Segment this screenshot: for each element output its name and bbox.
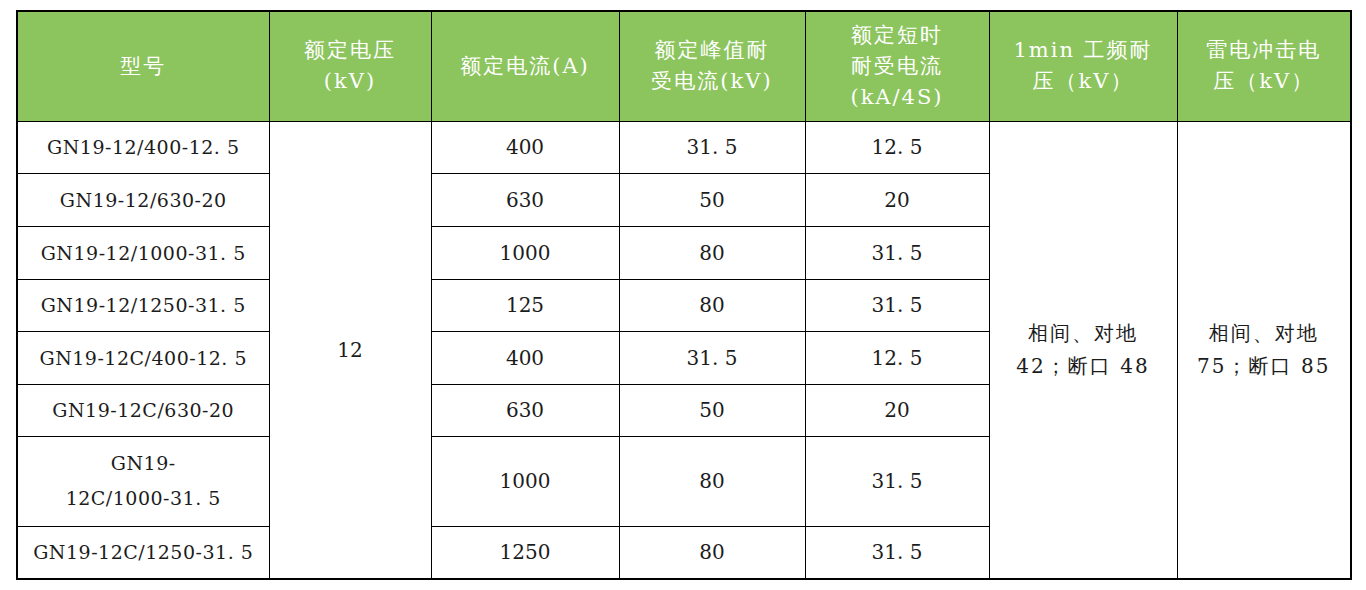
cell-current: 400 [431, 121, 619, 173]
cell-short: 20 [805, 173, 989, 226]
header-cell-rated-current: 额定电流(A) [431, 11, 619, 121]
cell-current: 1000 [431, 436, 619, 526]
cell-power-frequency-merged: 相间、对地 42；断口 48 [989, 121, 1177, 579]
table-row: GN19-12/400-12. 5 12 400 31. 5 12. 5 相间、… [17, 121, 1351, 173]
header-cell-rated-voltage: 额定电压 (kV) [269, 11, 431, 121]
cell-model: GN19-12C/1250-31. 5 [17, 526, 269, 579]
cell-short: 31. 5 [805, 226, 989, 279]
cell-peak: 80 [619, 436, 805, 526]
document-page: 型号 额定电压 (kV) 额定电流(A) 额定峰值耐 受电流(kV) 额定短时 … [0, 0, 1366, 590]
cell-current: 630 [431, 384, 619, 436]
cell-model: GN19-12/630-20 [17, 173, 269, 226]
cell-model: GN19-12/400-12. 5 [17, 121, 269, 173]
cell-short: 12. 5 [805, 331, 989, 384]
cell-short: 12. 5 [805, 121, 989, 173]
cell-current: 400 [431, 331, 619, 384]
cell-current: 1000 [431, 226, 619, 279]
cell-current: 630 [431, 173, 619, 226]
cell-short: 31. 5 [805, 279, 989, 331]
cell-peak: 80 [619, 279, 805, 331]
cell-peak: 50 [619, 384, 805, 436]
table-header-row: 型号 额定电压 (kV) 额定电流(A) 额定峰值耐 受电流(kV) 额定短时 … [17, 11, 1351, 121]
cell-short: 31. 5 [805, 436, 989, 526]
spec-table: 型号 额定电压 (kV) 额定电流(A) 额定峰值耐 受电流(kV) 额定短时 … [16, 10, 1352, 580]
cell-current: 125 [431, 279, 619, 331]
cell-short: 20 [805, 384, 989, 436]
cell-model: GN19- 12C/1000-31. 5 [17, 436, 269, 526]
cell-model: GN19-12C/630-20 [17, 384, 269, 436]
cell-short: 31. 5 [805, 526, 989, 579]
header-cell-lightning-impulse-voltage: 雷电冲击电 压（kV） [1177, 11, 1351, 121]
header-cell-power-frequency-withstand-voltage: 1min 工频耐 压（kV） [989, 11, 1177, 121]
cell-peak: 31. 5 [619, 331, 805, 384]
cell-peak: 31. 5 [619, 121, 805, 173]
cell-model: GN19-12C/400-12. 5 [17, 331, 269, 384]
cell-current: 1250 [431, 526, 619, 579]
header-cell-peak-withstand-current: 额定峰值耐 受电流(kV) [619, 11, 805, 121]
header-cell-model: 型号 [17, 11, 269, 121]
cell-peak: 50 [619, 173, 805, 226]
cell-rated-voltage-merged: 12 [269, 121, 431, 579]
cell-peak: 80 [619, 526, 805, 579]
cell-peak: 80 [619, 226, 805, 279]
cell-model: GN19-12/1000-31. 5 [17, 226, 269, 279]
cell-model: GN19-12/1250-31. 5 [17, 279, 269, 331]
cell-lightning-impulse-merged: 相间、对地 75；断口 85 [1177, 121, 1351, 579]
header-cell-short-time-withstand-current: 额定短时 耐受电流 (kA/4S) [805, 11, 989, 121]
